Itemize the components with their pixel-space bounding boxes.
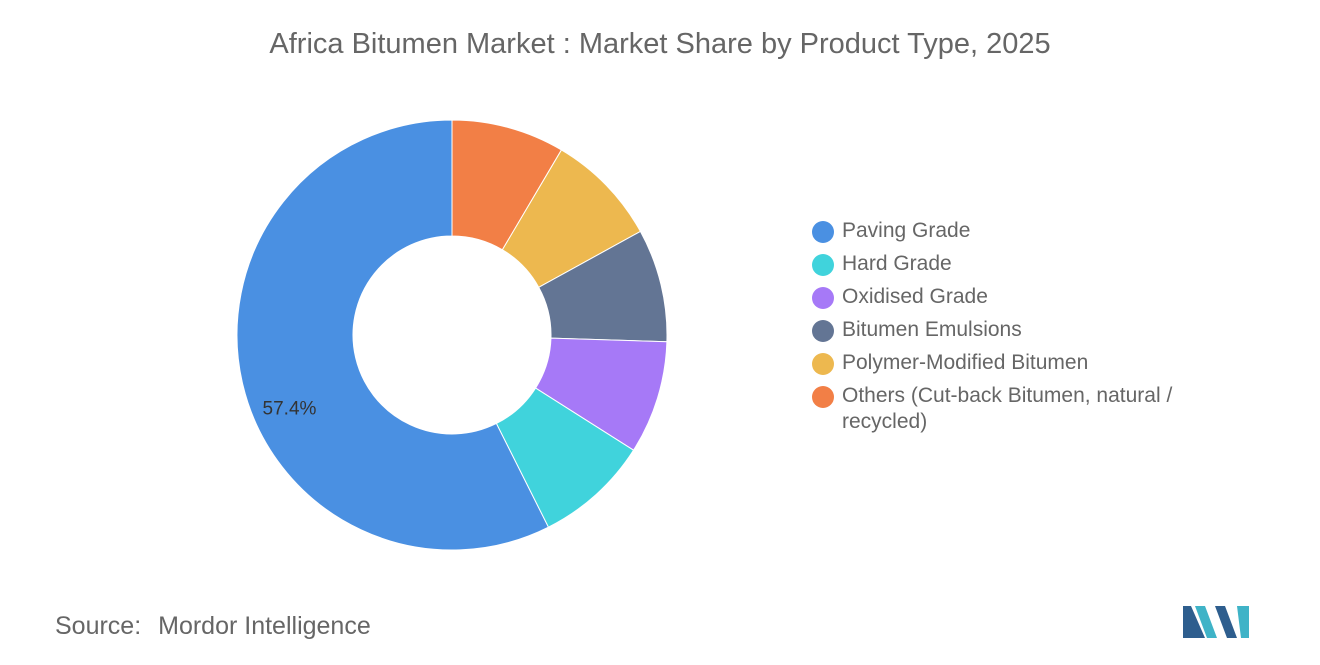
- legend-item: Bitumen Emulsions: [812, 317, 1232, 343]
- legend-label: Hard Grade: [842, 252, 952, 275]
- legend-label: Oxidised Grade: [842, 285, 988, 308]
- legend-label: Bitumen Emulsions: [842, 318, 1022, 341]
- legend-label: Polymer-Modified Bitumen: [842, 351, 1089, 374]
- legend-item: Oxidised Grade: [812, 284, 1232, 310]
- legend-item: Hard Grade: [812, 251, 1232, 277]
- legend-item: Others (Cut-back Bitumen, natural / recy…: [812, 383, 1232, 435]
- legend-label: Paving Grade: [842, 219, 971, 242]
- slice-paving-grade: [236, 119, 550, 551]
- source-label: Source:: [55, 612, 142, 640]
- legend-swatch: [812, 320, 834, 342]
- mordor-intelligence-logo: [1183, 606, 1249, 638]
- legend-item: Polymer-Modified Bitumen: [812, 350, 1232, 376]
- legend-swatch: [812, 353, 834, 375]
- legend-swatch: [812, 386, 834, 408]
- chart-title: Africa Bitumen Market : Market Share by …: [269, 28, 1051, 60]
- legend-label: Others (Cut-back Bitumen, natural / recy…: [842, 384, 1173, 433]
- legend-item: Paving Grade: [812, 218, 1232, 244]
- chart-legend: Paving Grade Hard Grade Oxidised Grade Bitu…: [812, 218, 1232, 442]
- legend-swatch: [812, 221, 834, 243]
- data-label-0: 57.4%: [263, 398, 317, 419]
- source-value: Mordor Intelligence: [158, 612, 371, 640]
- source-note: Source: Mordor Intelligence: [55, 612, 371, 641]
- legend-swatch: [812, 254, 834, 276]
- legend-swatch: [812, 287, 834, 309]
